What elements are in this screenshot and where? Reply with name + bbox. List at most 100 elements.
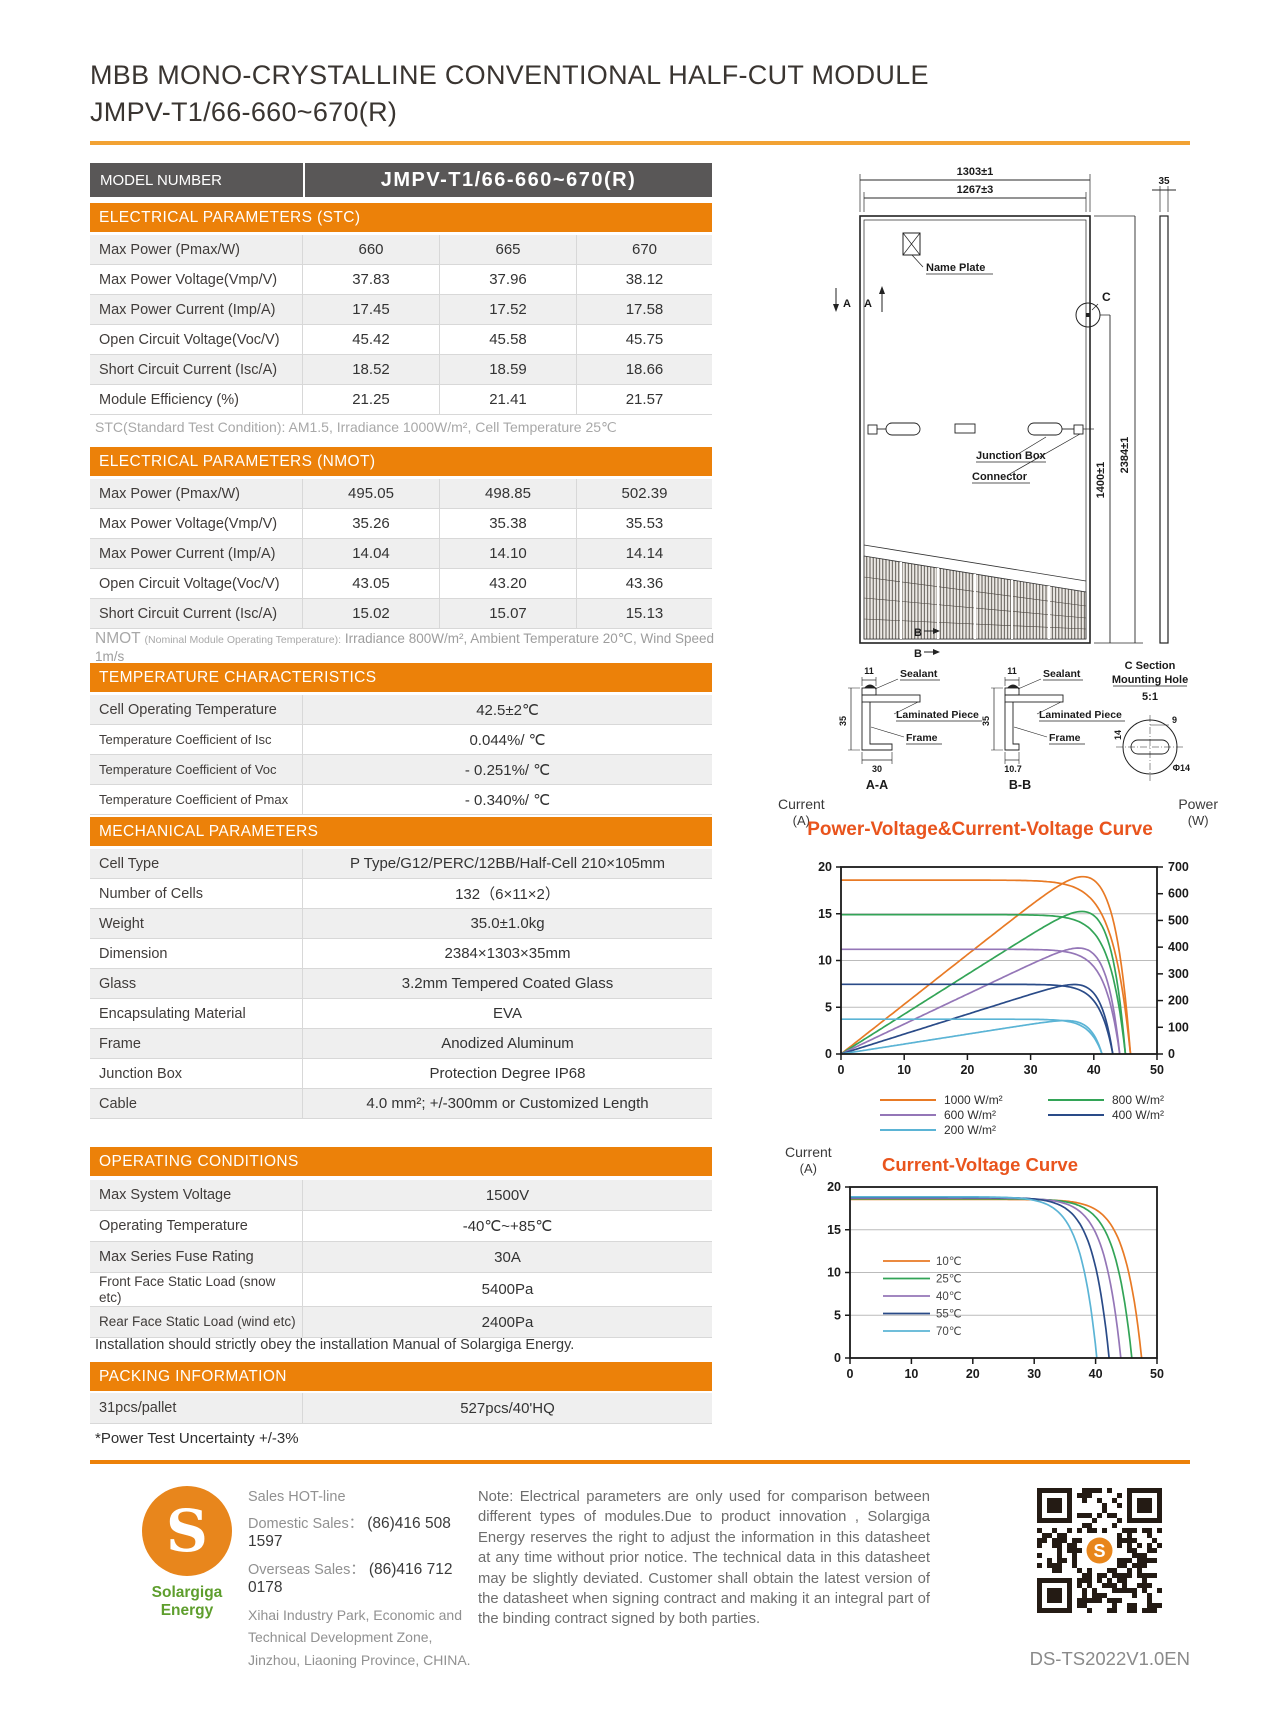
- qr-center-logo: [1086, 1537, 1113, 1564]
- qr-module: [1122, 1583, 1127, 1588]
- qr-module: [1127, 1548, 1132, 1553]
- qr-module: [1092, 1488, 1097, 1493]
- tick-label: 0: [834, 1351, 841, 1365]
- hole-dia-label: Φ14: [1173, 763, 1190, 773]
- b-marker-arrow1: [933, 628, 940, 634]
- aa-frame-label: Frame: [906, 732, 938, 744]
- section-header-temperature: TEMPERATURE CHARACTERISTICS: [90, 663, 712, 692]
- qr-module: [1097, 1573, 1102, 1578]
- qr-code: S: [1037, 1488, 1163, 1619]
- legend-label: 200 W/m²: [944, 1123, 997, 1137]
- c-section-scale: 5:1: [1142, 691, 1158, 703]
- qr-module: [1147, 1573, 1152, 1578]
- section-header-operating: OPERATING CONDITIONS: [90, 1147, 712, 1176]
- qr-module: [1142, 1573, 1147, 1578]
- qr-module: [1087, 1608, 1092, 1613]
- table-row: Cell Operating Temperature 42.5±2℃: [90, 695, 712, 725]
- qr-module: [1122, 1588, 1127, 1593]
- qr-module: [1077, 1548, 1082, 1553]
- qr-module: [1087, 1528, 1092, 1533]
- qr-module: [1127, 1538, 1132, 1543]
- tick-label: 0: [838, 1063, 845, 1077]
- tick-label: 0: [847, 1367, 854, 1381]
- qr-module: [1067, 1528, 1072, 1533]
- bb-laminated-label: Laminated Piece: [1039, 709, 1122, 721]
- qr-module: [1052, 1538, 1057, 1543]
- row-value: 1500V: [302, 1180, 712, 1210]
- row-label: Front Face Static Load (snow etc): [99, 1274, 276, 1305]
- row-value: 45.75: [576, 325, 712, 354]
- qr-module: [1087, 1493, 1092, 1498]
- qr-module: [1097, 1578, 1102, 1583]
- company-logo: S Solargiga Energy: [131, 1486, 243, 1620]
- qr-module: [1097, 1598, 1102, 1603]
- name-plate-cross: [902, 232, 921, 256]
- legend-item: 1000 W/m²: [880, 1093, 1048, 1107]
- qr-code-image: S: [1037, 1488, 1163, 1614]
- right-axis-unit: (W): [1187, 813, 1209, 829]
- left-axis-unit-2: (A): [799, 1161, 818, 1177]
- qr-module: [1072, 1558, 1077, 1563]
- aa-laminate-bar: [861, 694, 921, 703]
- aa-sealant-leader: [874, 678, 899, 690]
- qr-module: [1157, 1603, 1162, 1608]
- row-label: Short Circuit Current (Isc/A): [99, 605, 278, 622]
- qr-module: [1117, 1503, 1122, 1508]
- qr-module: [1157, 1588, 1162, 1593]
- qr-module: [1072, 1548, 1077, 1553]
- bb-laminated-leader: [1036, 701, 1062, 715]
- qr-module: [1077, 1598, 1082, 1603]
- overseas-sales-row: Overseas Sales： (86)416 712 0178: [248, 1558, 480, 1597]
- tick-label: 55℃: [936, 1309, 962, 1321]
- domestic-sales-phone: (86)416 508 1597: [248, 1515, 451, 1550]
- junction-box-right: [1027, 422, 1063, 436]
- row-label: Max Power Voltage(Vmp/V): [99, 515, 278, 532]
- qr-module: [1082, 1578, 1087, 1583]
- qr-module: [1137, 1498, 1152, 1513]
- qr-module: [1152, 1573, 1157, 1578]
- row-label: Open Circuit Voltage(Voc/V): [99, 331, 280, 348]
- qr-module: [1127, 1528, 1132, 1533]
- bb-dimfoot-ext: [1004, 752, 1020, 764]
- pv-curve: [840, 1019, 1103, 1055]
- tick-label: 700: [1168, 860, 1189, 874]
- qr-module: [1087, 1573, 1092, 1578]
- table-row: Max Power Voltage(Vmp/V) 35.26 35.38 35.53: [90, 509, 712, 539]
- qr-module: [1112, 1513, 1117, 1518]
- row-value: 502.39: [576, 479, 712, 508]
- legend-label: 800 W/m²: [1112, 1093, 1165, 1107]
- table-row: Dimension 2384×1303×35mm: [90, 939, 712, 969]
- qr-module: [1047, 1558, 1052, 1563]
- table-row: Max System Voltage 1500V: [90, 1180, 712, 1211]
- qr-module: [1147, 1593, 1152, 1598]
- tick-label: 10: [897, 1063, 911, 1077]
- document-code: DS-TS2022V1.0EN: [1029, 1648, 1190, 1669]
- table-row: Rear Face Static Load (wind etc) 2400Pa: [90, 1307, 712, 1339]
- tick-label: 70℃: [936, 1326, 962, 1338]
- row-value: 0.044%/ ℃: [302, 725, 712, 754]
- qr-module: [1057, 1533, 1062, 1538]
- qr-module: [1067, 1548, 1072, 1553]
- row-label: Open Circuit Voltage(Voc/V): [99, 575, 280, 592]
- iv-curve: [841, 983, 1114, 1055]
- qr-module: [1087, 1488, 1092, 1493]
- qr-module: [1077, 1578, 1082, 1583]
- aa-sealant-label: Sealant: [900, 668, 938, 680]
- table-row: Weight 35.0±1.0kg: [90, 909, 712, 939]
- qr-module: [1082, 1603, 1087, 1608]
- iv-curve: [850, 1195, 1098, 1359]
- table-row: Encapsulating Material EVA: [90, 999, 712, 1029]
- qr-module: [1077, 1513, 1082, 1518]
- qr-module: [1082, 1498, 1087, 1503]
- table-row: Temperature Coefficient of Voc - 0.251%/ …: [90, 755, 712, 785]
- a-marker-arrow2: [879, 286, 885, 294]
- junction-box-label: Junction Box: [976, 450, 1047, 462]
- qr-module: [1097, 1488, 1102, 1493]
- qr-module: [1042, 1538, 1047, 1543]
- junction-box-leader: [1017, 436, 1047, 455]
- qr-module: [1112, 1573, 1117, 1578]
- bb-frame-label: Frame: [1049, 732, 1081, 744]
- qr-module: [1152, 1608, 1157, 1613]
- c-detail-circle: [1075, 302, 1101, 328]
- qr-module: [1122, 1578, 1127, 1583]
